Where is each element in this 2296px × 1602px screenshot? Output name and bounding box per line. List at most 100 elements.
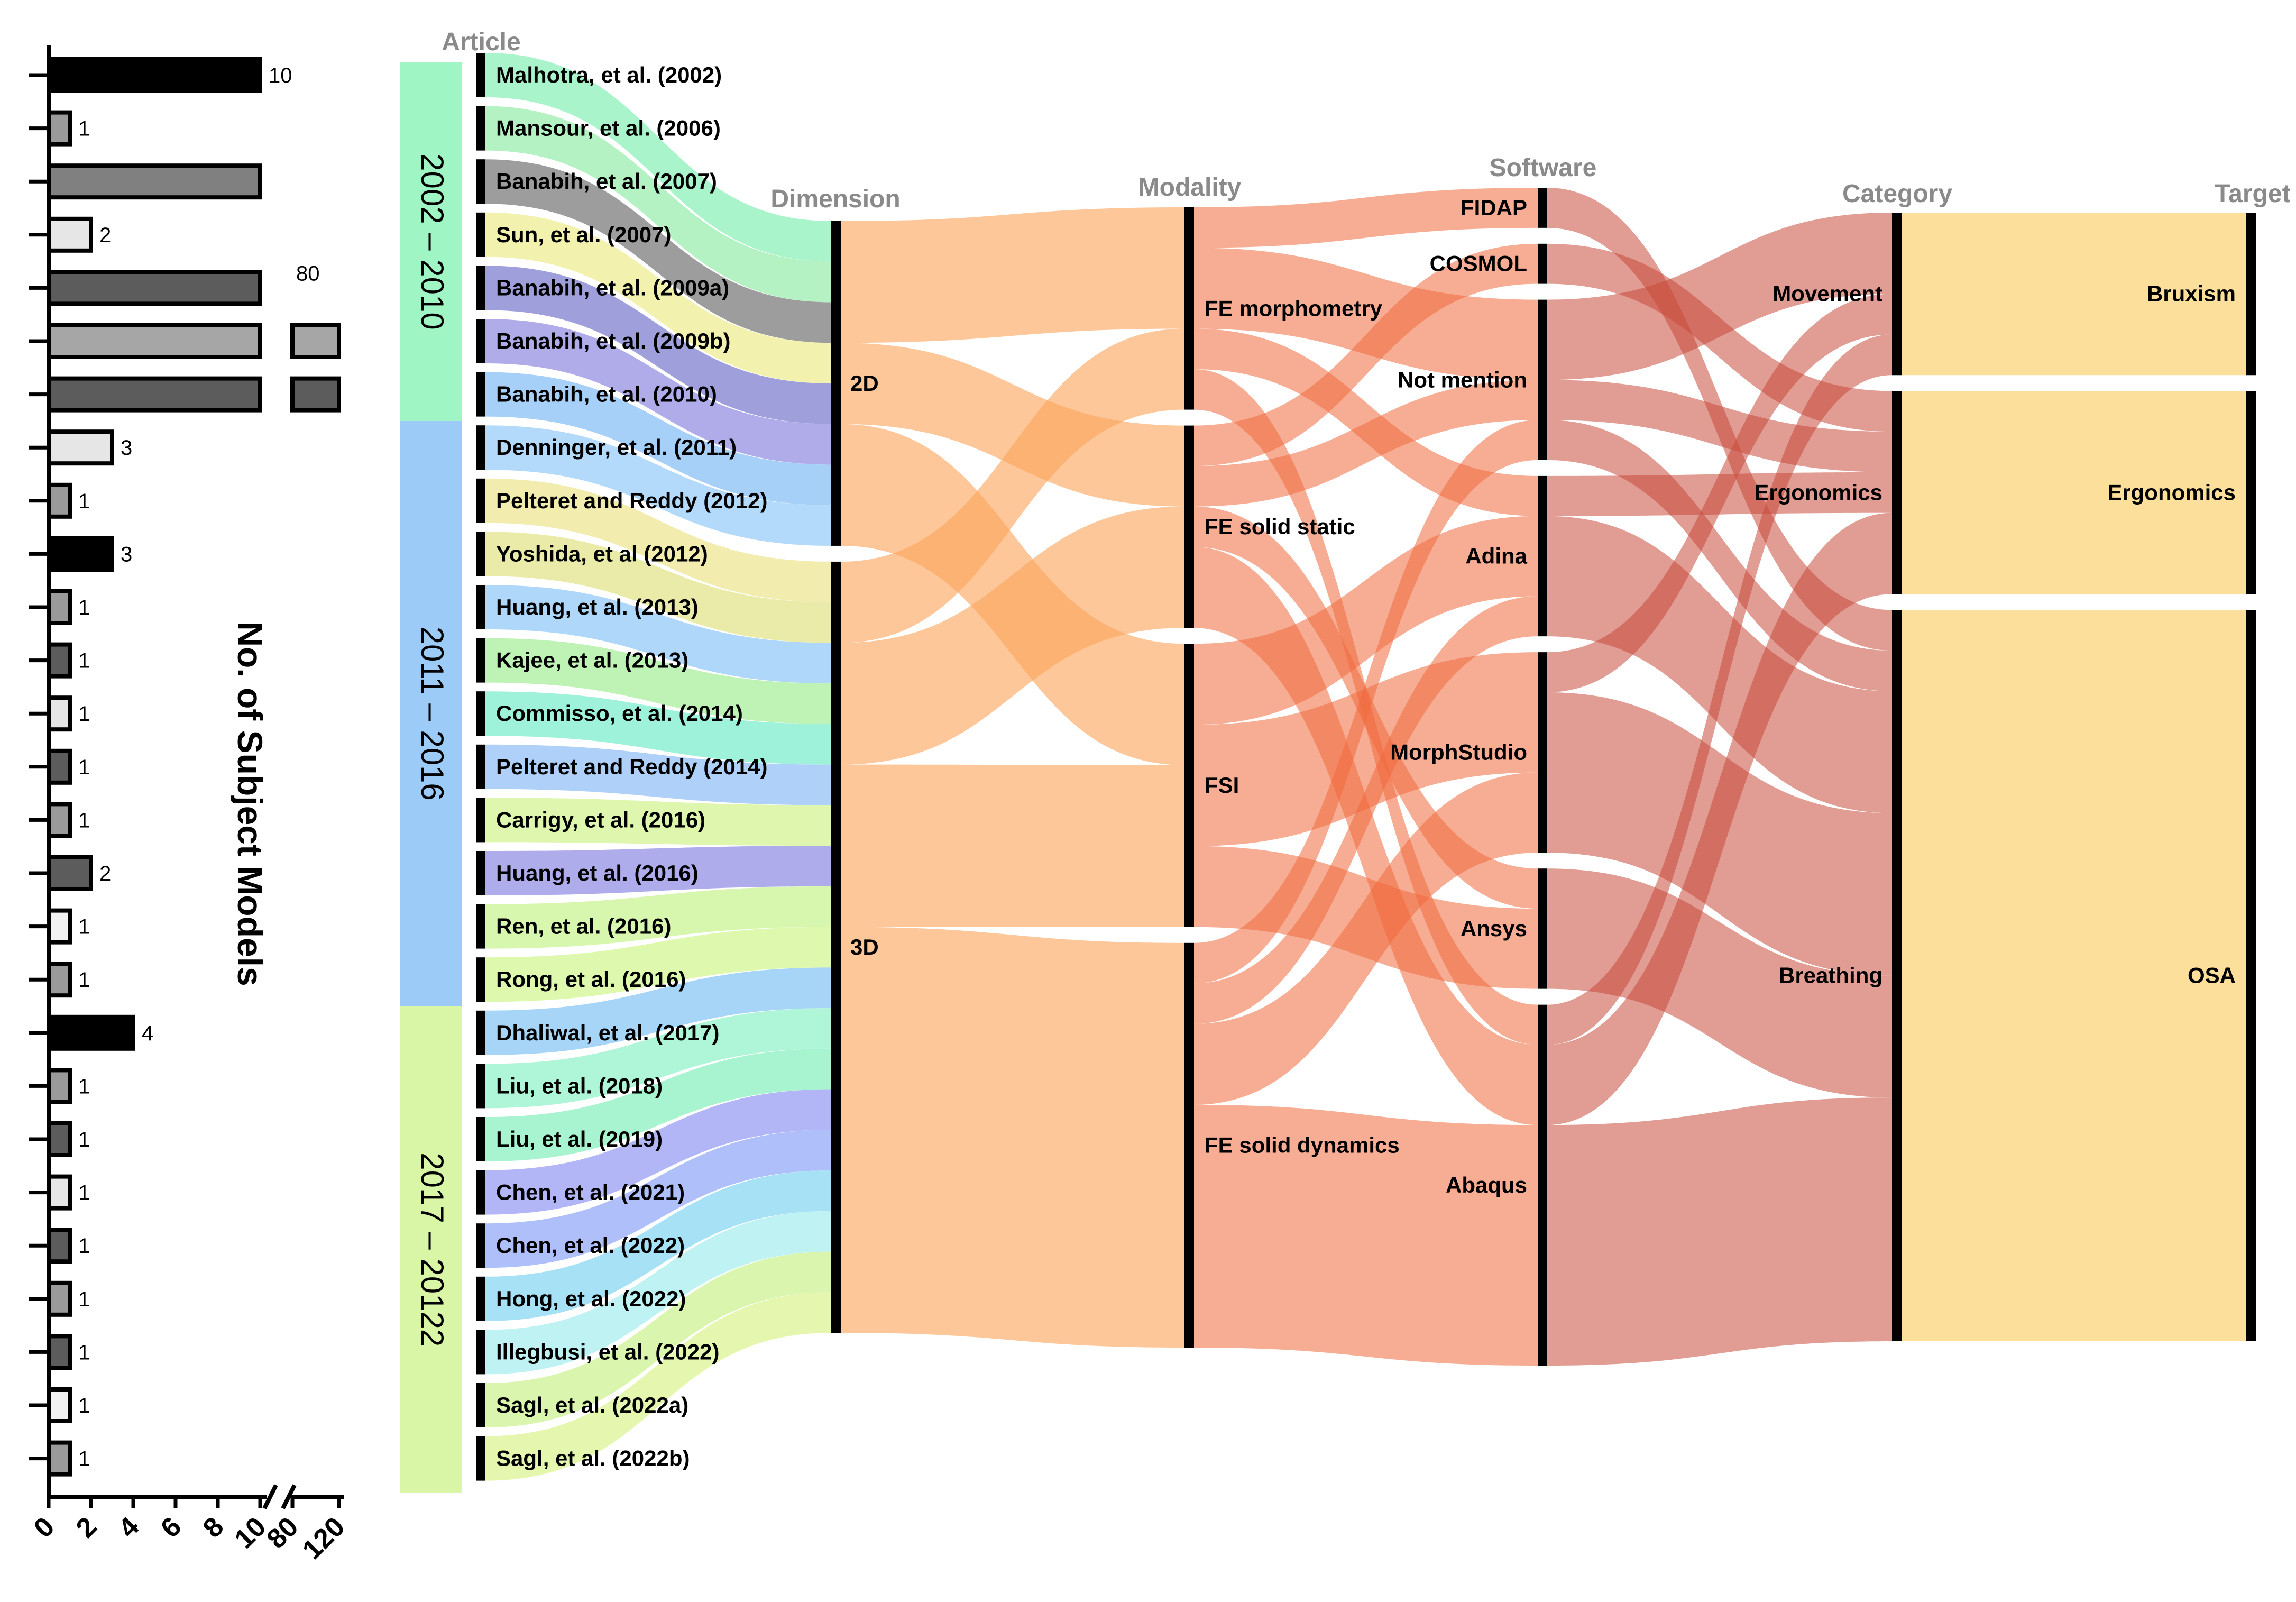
sankey-flow [1194,243,1538,466]
sankey-flow [485,159,831,343]
target-label-osa: OSA [2188,963,2236,988]
article-label: Pelteret and Reddy (2014) [496,754,768,779]
sankey-flow [1547,380,1892,472]
bar-value-label: 1 [78,1128,90,1151]
sankey-flow [485,846,831,895]
article-node [476,1223,485,1268]
article-label: Denninger, et al. (2011) [496,435,737,460]
x-tick-label: 6 [155,1511,187,1543]
sankey-flow [485,744,831,805]
article-node [476,957,485,1002]
dimension-label-3d: 3D [850,935,879,959]
software-node-cosmol [1538,243,1547,284]
modality-label-fe-solid-dynamics: FE solid dynamics [1205,1132,1400,1157]
article-node [476,798,485,843]
software-node-abaqus [1538,1004,1547,1366]
header-modality: Modality [1138,173,1242,202]
sankey-flow [485,967,831,1055]
bar [47,376,262,413]
article-label: Chen, et al. (2022) [496,1233,685,1258]
target-node-ergonomics [2246,391,2256,594]
sankey-flow [485,53,831,262]
article-label: Liu, et al. (2019) [496,1127,663,1151]
modality-node-fe-solid-dynamics [1184,942,1194,1348]
sankey-flow [1547,1097,1892,1366]
category-label-ergonomics: Ergonomics [1754,480,1882,505]
period-band [400,420,462,1006]
bar [47,57,262,93]
bar-value-label: 1 [78,1182,90,1205]
article-label: Sun, et al. (2007) [496,222,671,247]
bar [47,1228,72,1264]
bar-value-label: 3 [121,436,132,460]
sankey-flow [1547,868,1892,1098]
bar [47,1440,72,1477]
sankey-flow [485,1211,831,1375]
article-node [476,638,485,683]
sankey-flow [485,886,831,949]
sankey-flow [841,764,1184,927]
bar-value-label: 1 [78,916,90,939]
article-node [476,53,485,97]
bar-value-label: 1 [78,649,90,673]
bar-value-label: 1 [78,1394,90,1417]
article-label: Commisso, et al. (2014) [496,701,743,726]
sankey-flows [485,53,2246,1481]
bar [47,429,114,466]
bar [47,323,262,359]
bar-value-label: 4 [142,1022,153,1045]
sankey-nodes [476,53,2256,1481]
article-label: Yoshida, et al (2012) [496,541,708,566]
bar-value-label: 1 [78,968,90,992]
sankey-flow [485,691,831,765]
target-node-osa [2246,610,2256,1341]
sankey-flow [1194,248,1538,380]
article-node [476,266,485,310]
article-label: Ren, et al. (2016) [496,914,671,939]
article-node [476,1383,485,1427]
article-label: Banabih, et al. (2007) [496,169,717,194]
category-node-ergonomics [1892,391,1902,594]
sankey-flow [1902,610,2246,1341]
x-tick-label: 8 [197,1511,229,1543]
header-target: Target [2215,180,2290,208]
bar-value-label: 1 [78,1234,90,1258]
bar-extension [290,323,341,359]
article-node [476,106,485,151]
bar-value-label: 2 [99,862,111,885]
x-tick-label: 4 [113,1511,145,1544]
sankey-flow [1194,772,1538,1105]
article-label: Mansour, et al. (2006) [496,116,721,141]
sankey-flow [1194,328,1538,516]
software-label-cosmol: COSMOL [1430,251,1527,276]
sankey-flow [1547,516,1892,813]
sankey-flow [485,478,831,602]
article-node [476,372,485,417]
bar-value-label: 2 [99,224,111,247]
bar-value-label: 10 [269,64,292,87]
modality-label-fsi: FSI [1205,773,1239,798]
sankey-flow [1547,512,1892,1125]
article-node [476,1064,485,1109]
sankey-flow [1194,380,1538,507]
period-label: 2002 – 2010 [415,153,450,330]
sankey-flow [1547,334,1892,1045]
sankey-flow [485,638,831,724]
sankey-flow [485,927,831,1002]
sankey-flow [485,266,831,424]
sankey-flow [841,506,1184,765]
bar [47,1387,72,1423]
article-node [476,159,485,204]
bar-value-label: 1 [78,809,90,832]
target-node-bruxism [2246,213,2256,376]
software-node-not-mention [1538,299,1547,460]
sankey-flow [1547,294,1892,692]
sankey-flow [1194,596,1538,1024]
category-label-breathing: Breathing [1779,963,1882,988]
article-node [476,1276,485,1321]
article-node [476,532,485,576]
article-node [476,1436,485,1481]
bar [47,855,93,891]
article-node [476,585,485,629]
